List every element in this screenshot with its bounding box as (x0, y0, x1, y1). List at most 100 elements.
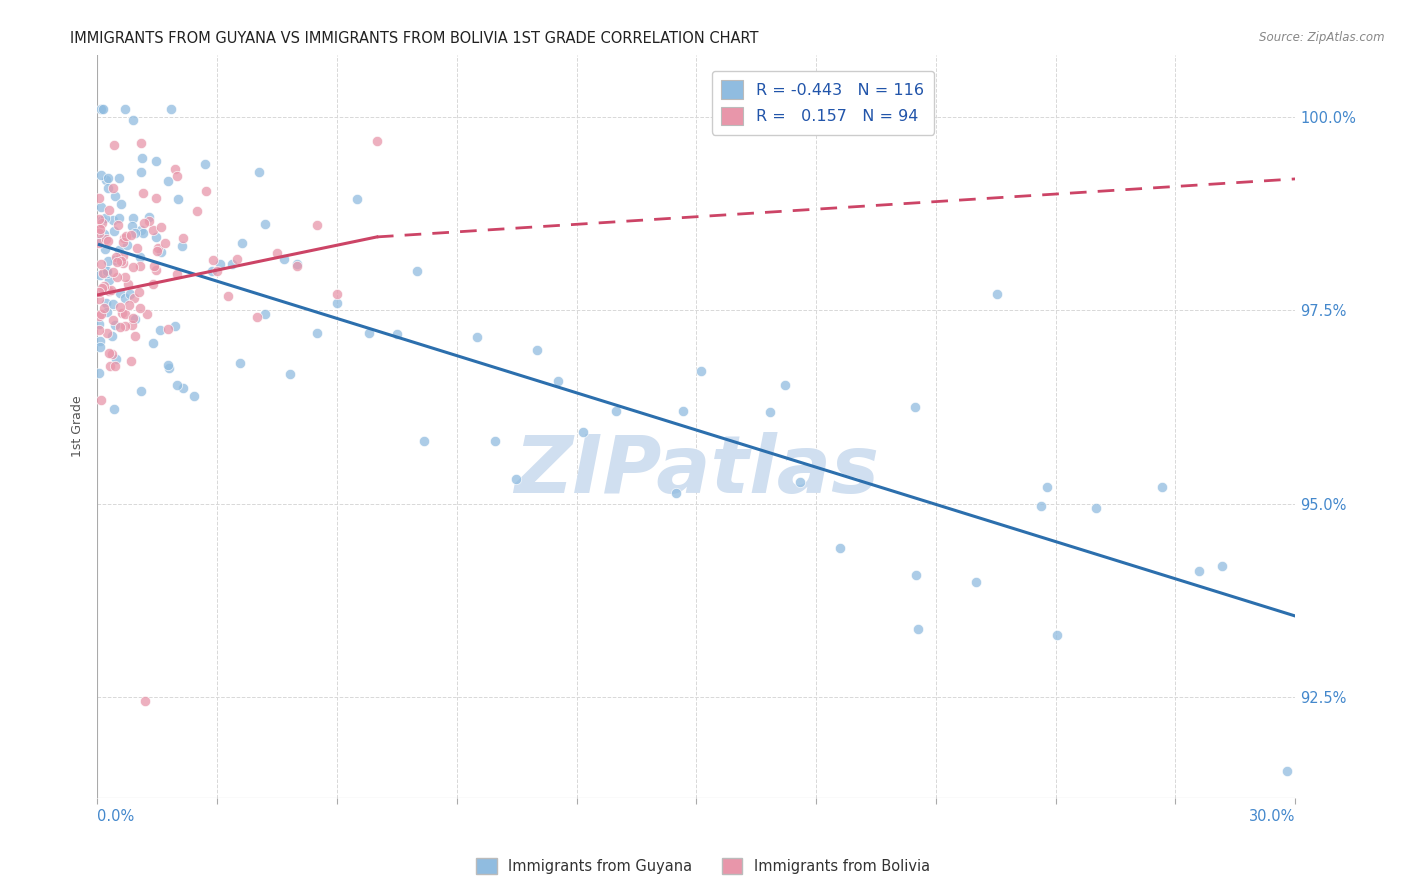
Point (131, 151, 153, 165)
Point (903, 400, 925, 414)
Point (366, 134, 388, 148)
Point (828, 541, 851, 556)
Text: Source: ZipAtlas.com: Source: ZipAtlas.com (1260, 31, 1385, 45)
Point (201, 253, 224, 268)
Point (107, 170, 129, 185)
Point (166, 267, 188, 281)
Point (96, 264, 118, 278)
Point (773, 378, 796, 392)
Point (96, 326, 118, 341)
Point (231, 235, 253, 250)
Point (305, 326, 328, 340)
Point (89, 334, 111, 348)
Point (145, 230, 167, 244)
Point (94, 296, 117, 310)
Point (547, 374, 569, 388)
Point (108, 285, 131, 300)
Point (104, 359, 127, 374)
Point (90, 257, 112, 271)
Point (136, 307, 159, 321)
Point (120, 287, 142, 301)
Point (201, 264, 224, 278)
Point (149, 220, 172, 235)
Point (505, 472, 527, 486)
Point (97, 273, 120, 287)
Point (157, 322, 180, 336)
Point (789, 475, 811, 489)
Point (965, 575, 987, 590)
Point (105, 352, 128, 367)
Point (758, 405, 780, 419)
Point (986, 286, 1008, 301)
Point (124, 312, 146, 326)
Point (128, 285, 150, 300)
Point (105, 270, 128, 285)
Point (226, 252, 249, 266)
Legend: Immigrants from Guyana, Immigrants from Bolivia: Immigrants from Guyana, Immigrants from … (471, 852, 935, 880)
Point (1046, 628, 1069, 642)
Point (101, 347, 124, 361)
Point (170, 239, 193, 253)
Point (131, 222, 153, 236)
Point (110, 197, 132, 211)
Point (121, 311, 143, 326)
Point (91, 216, 114, 230)
Point (149, 245, 172, 260)
Text: 30.0%: 30.0% (1249, 809, 1295, 824)
Point (145, 153, 167, 168)
Point (114, 318, 136, 333)
Point (90, 200, 112, 214)
Point (132, 186, 155, 201)
Point (90, 213, 112, 227)
Point (89, 323, 111, 337)
Point (89, 219, 111, 234)
Point (205, 264, 228, 278)
Point (1188, 564, 1211, 578)
Point (285, 256, 308, 270)
Point (413, 434, 436, 449)
Point (103, 296, 125, 310)
Point (111, 306, 134, 320)
Point (172, 230, 194, 244)
Point (115, 238, 138, 252)
Point (285, 260, 308, 274)
Point (131, 136, 153, 150)
Point (326, 286, 349, 301)
Point (90, 307, 112, 321)
Point (167, 193, 190, 207)
Point (89, 318, 111, 332)
Point (1275, 764, 1298, 778)
Point (253, 218, 276, 232)
Point (89, 226, 111, 240)
Point (89, 309, 111, 323)
Point (605, 404, 627, 418)
Point (90, 168, 112, 182)
Point (149, 323, 172, 337)
Point (89, 235, 111, 250)
Point (138, 210, 160, 224)
Point (108, 243, 131, 257)
Point (111, 235, 134, 249)
Point (117, 277, 139, 292)
Point (1211, 558, 1233, 573)
Point (114, 291, 136, 305)
Point (142, 277, 165, 292)
Point (103, 402, 125, 417)
Point (273, 252, 295, 267)
Point (148, 241, 170, 255)
Point (114, 103, 136, 117)
Point (127, 241, 149, 255)
Point (346, 192, 368, 206)
Text: ZIPatlas: ZIPatlas (513, 432, 879, 510)
Point (93, 301, 115, 315)
Point (157, 174, 180, 188)
Point (90, 281, 112, 295)
Point (107, 255, 129, 269)
Point (124, 291, 146, 305)
Point (94, 232, 117, 246)
Point (163, 162, 186, 177)
Point (101, 265, 124, 279)
Point (208, 257, 231, 271)
Point (146, 244, 169, 258)
Point (142, 223, 165, 237)
